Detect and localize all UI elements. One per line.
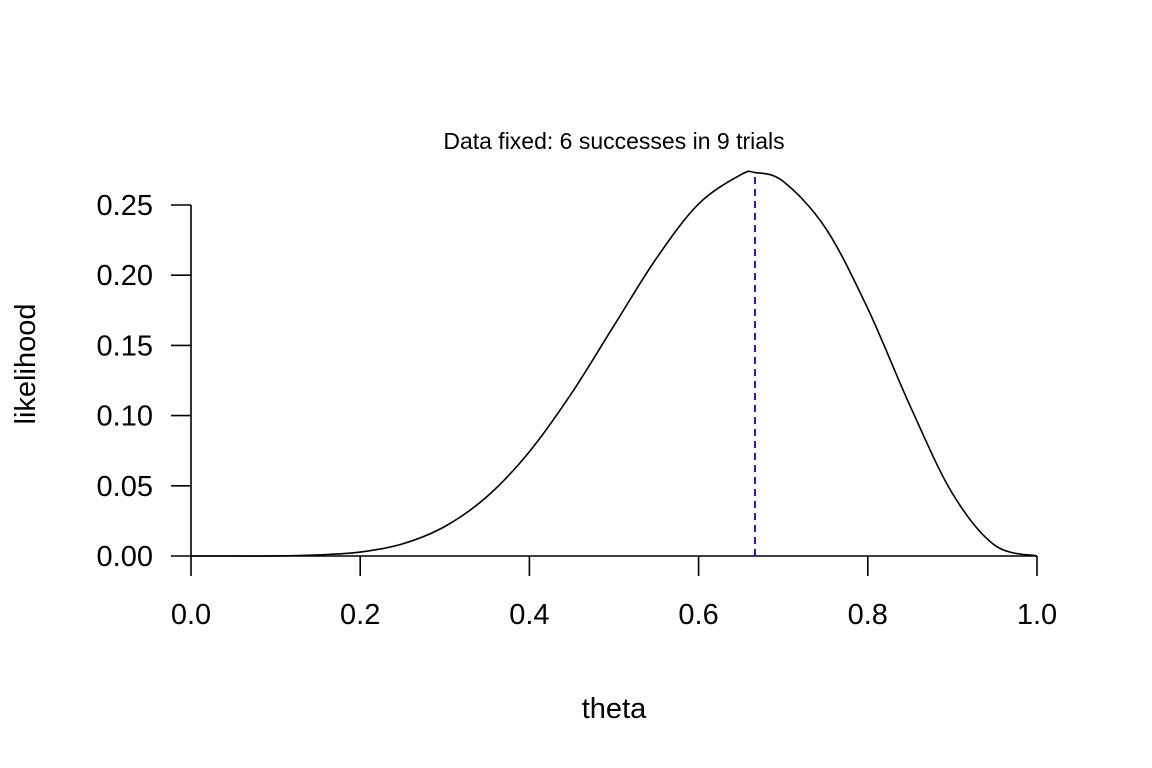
- chart-title: Data fixed: 6 successes in 9 trials: [443, 128, 784, 154]
- x-tick-label: 0.2: [340, 599, 380, 631]
- x-tick-label: 1.0: [1017, 599, 1057, 631]
- x-tick-label: 0.0: [171, 599, 211, 631]
- y-tick-label: 0.10: [97, 401, 153, 433]
- x-tick-label: 0.6: [678, 599, 718, 631]
- x-axis: 0.0 0.2 0.4 0.6 0.8 1.0: [171, 555, 1057, 631]
- x-tick-label: 0.8: [848, 599, 888, 631]
- y-tick-label: 0.25: [97, 190, 153, 222]
- likelihood-curve: [191, 170, 1038, 557]
- x-tick-label: 0.4: [509, 599, 549, 631]
- plot-area: [191, 170, 1038, 557]
- y-axis: 0.00 0.05 0.10 0.15 0.20 0.25: [97, 190, 192, 573]
- y-tick-label: 0.15: [97, 330, 153, 362]
- y-tick-label: 0.20: [97, 260, 153, 292]
- y-tick-label: 0.05: [97, 471, 153, 503]
- y-axis-label: likelihood: [10, 304, 42, 425]
- x-axis-label: theta: [582, 693, 647, 725]
- y-tick-label: 0.00: [97, 541, 153, 573]
